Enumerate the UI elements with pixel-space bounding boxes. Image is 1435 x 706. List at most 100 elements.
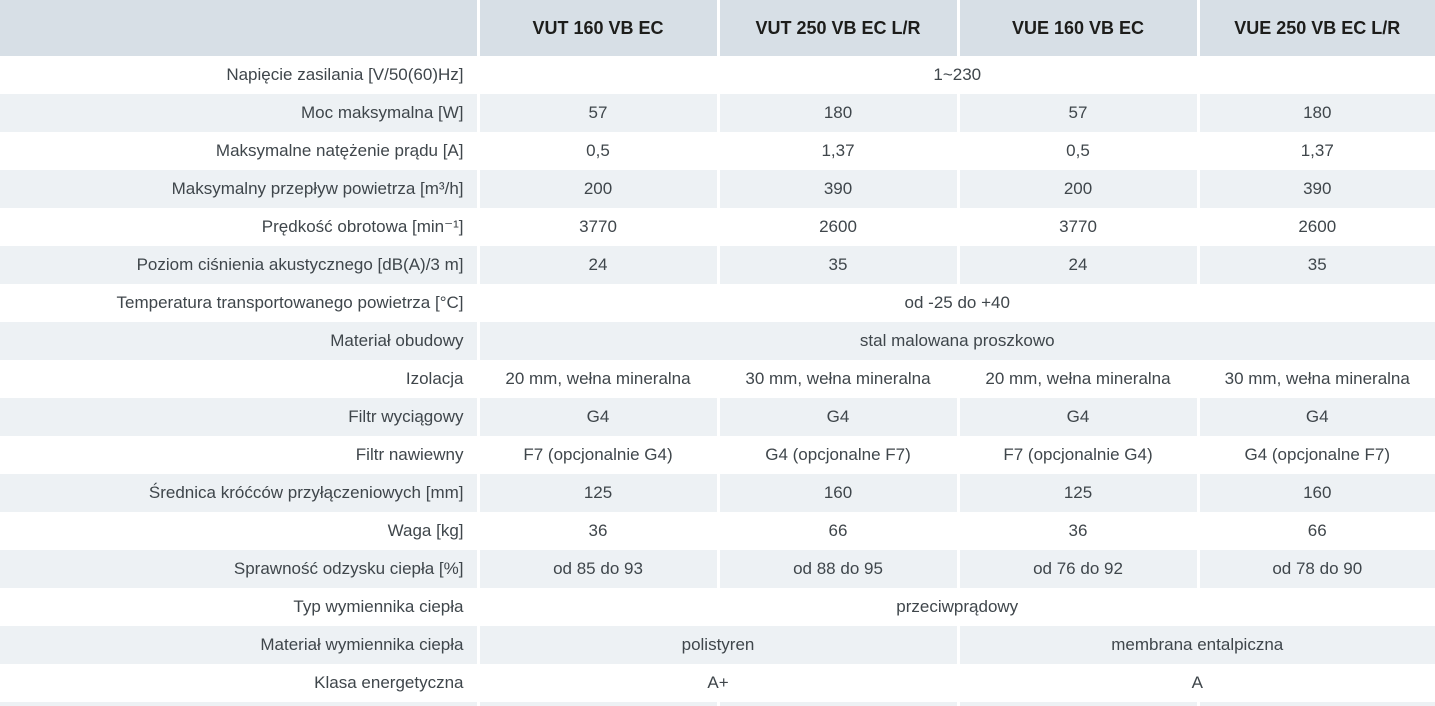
- cell-value: 36: [956, 512, 1198, 550]
- cell-value: 1~230: [476, 56, 1435, 94]
- cell-value: G4 (opcjonalne F7): [1196, 436, 1435, 474]
- cell-value: przeciwprądowy: [476, 588, 1435, 626]
- table-row: Klasa energetyczna A+ A: [0, 664, 1435, 702]
- table-row: Moc maksymalna [W] 57 180 57 180: [0, 94, 1435, 132]
- row-label: Izolacja: [0, 360, 478, 398]
- row-label: Typ wymiennika ciepła: [0, 588, 478, 626]
- header-row: VUT 160 VB EC VUT 250 VB EC L/R VUE 160 …: [0, 0, 1435, 56]
- row-label: Średnica króćców przyłączeniowych [mm]: [0, 474, 478, 512]
- cell-value: 20 mm, wełna mineralna: [956, 360, 1198, 398]
- table-row: Materiał obudowy stal malowana proszkowo: [0, 322, 1435, 360]
- cell-value: 180: [716, 94, 958, 132]
- cell-value: 3770: [476, 208, 718, 246]
- cell-value: 66: [716, 512, 958, 550]
- table-row: Poziom ciśnienia akustycznego [dB(A)/3 m…: [0, 246, 1435, 284]
- cutoff-cell: [0, 702, 478, 706]
- corner-cell: [0, 0, 478, 56]
- row-label: Materiał obudowy: [0, 322, 478, 360]
- cell-value: 24: [956, 246, 1198, 284]
- cell-value: polistyren: [476, 626, 958, 664]
- cell-value: 30 mm, wełna mineralna: [1196, 360, 1435, 398]
- row-label: Moc maksymalna [W]: [0, 94, 478, 132]
- cell-value: 180: [1196, 94, 1435, 132]
- table-row: Sprawność odzysku ciepła [%] od 85 do 93 o…: [0, 550, 1435, 588]
- table-row: Materiał wymiennika ciepła polistyren memb…: [0, 626, 1435, 664]
- cutoff-cell: [956, 702, 1198, 706]
- row-label: Klasa energetyczna: [0, 664, 478, 702]
- cell-value: G4: [476, 398, 718, 436]
- row-label: Prędkość obrotowa [min⁻¹]: [0, 208, 478, 246]
- cell-value: G4 (opcjonalne F7): [716, 436, 958, 474]
- cutoff-row: [0, 702, 1435, 706]
- cell-value: 0,5: [956, 132, 1198, 170]
- cell-value: 66: [1196, 512, 1435, 550]
- row-label: Filtr wyciągowy: [0, 398, 478, 436]
- column-header-vue-250: VUE 250 VB EC L/R: [1196, 0, 1435, 56]
- cell-value: 160: [716, 474, 958, 512]
- cell-value: 35: [1196, 246, 1435, 284]
- cell-value: 57: [476, 94, 718, 132]
- cell-value: 125: [956, 474, 1198, 512]
- column-header-vue-160: VUE 160 VB EC: [956, 0, 1198, 56]
- table-row: Temperatura transportowanego powietrza […: [0, 284, 1435, 322]
- row-label: Maksymalne natężenie prądu [A]: [0, 132, 478, 170]
- cell-value: 57: [956, 94, 1198, 132]
- cell-value: 2600: [716, 208, 958, 246]
- cell-value: 1,37: [1196, 132, 1435, 170]
- row-label: Sprawność odzysku ciepła [%]: [0, 550, 478, 588]
- cell-value: 125: [476, 474, 718, 512]
- cell-value: 200: [956, 170, 1198, 208]
- row-label: Filtr nawiewny: [0, 436, 478, 474]
- cell-value: 3770: [956, 208, 1198, 246]
- row-label: Maksymalny przepływ powietrza [m³/h]: [0, 170, 478, 208]
- cell-value: 390: [716, 170, 958, 208]
- table-row: Maksymalny przepływ powietrza [m³/h] 200 3…: [0, 170, 1435, 208]
- cell-value: 1,37: [716, 132, 958, 170]
- row-label: Napięcie zasilania [V/50(60)Hz]: [0, 56, 478, 94]
- table-row: Napięcie zasilania [V/50(60)Hz] 1~230: [0, 56, 1435, 94]
- table-row: Waga [kg] 36 66 36 66: [0, 512, 1435, 550]
- row-label: Poziom ciśnienia akustycznego [dB(A)/3 m…: [0, 246, 478, 284]
- cell-value: 2600: [1196, 208, 1435, 246]
- cell-value: A+: [476, 664, 958, 702]
- table-row: Filtr wyciągowy G4 G4 G4 G4: [0, 398, 1435, 436]
- row-label: Temperatura transportowanego powietrza […: [0, 284, 478, 322]
- cell-value: G4: [716, 398, 958, 436]
- table-row: Filtr nawiewny F7 (opcjonalnie G4) G4 (opc…: [0, 436, 1435, 474]
- cell-value: 35: [716, 246, 958, 284]
- cutoff-cell: [1196, 702, 1435, 706]
- column-header-vut-160: VUT 160 VB EC: [476, 0, 718, 56]
- cell-value: F7 (opcjonalnie G4): [476, 436, 718, 474]
- cell-value: 30 mm, wełna mineralna: [716, 360, 958, 398]
- table-row: Izolacja 20 mm, wełna mineralna 30 mm, weł…: [0, 360, 1435, 398]
- cell-value: od 78 do 90: [1196, 550, 1435, 588]
- cell-value: 200: [476, 170, 718, 208]
- cell-value: od 88 do 95: [716, 550, 958, 588]
- cell-value: A: [956, 664, 1435, 702]
- cell-value: 390: [1196, 170, 1435, 208]
- table-row: Maksymalne natężenie prądu [A] 0,5 1,37 0,5…: [0, 132, 1435, 170]
- cutoff-cell: [716, 702, 958, 706]
- cell-value: od 76 do 92: [956, 550, 1198, 588]
- cell-value: 160: [1196, 474, 1435, 512]
- column-header-vut-250: VUT 250 VB EC L/R: [716, 0, 958, 56]
- row-label: Waga [kg]: [0, 512, 478, 550]
- cell-value: 20 mm, wełna mineralna: [476, 360, 718, 398]
- cell-value: 36: [476, 512, 718, 550]
- table-row: Typ wymiennika ciepła przeciwprądowy: [0, 588, 1435, 626]
- cell-value: membrana entalpiczna: [956, 626, 1435, 664]
- cell-value: 0,5: [476, 132, 718, 170]
- cell-value: G4: [1196, 398, 1435, 436]
- spec-table-body: Napięcie zasilania [V/50(60)Hz] 1~230 Moc …: [0, 56, 1435, 706]
- cell-value: od -25 do +40: [476, 284, 1435, 322]
- cell-value: G4: [956, 398, 1198, 436]
- cell-value: stal malowana proszkowo: [476, 322, 1435, 360]
- row-label: Materiał wymiennika ciepła: [0, 626, 478, 664]
- cell-value: 24: [476, 246, 718, 284]
- cell-value: od 85 do 93: [476, 550, 718, 588]
- table-row: Średnica króćców przyłączeniowych [mm] 12…: [0, 474, 1435, 512]
- cutoff-cell: [476, 702, 718, 706]
- cell-value: F7 (opcjonalnie G4): [956, 436, 1198, 474]
- table-row: Prędkość obrotowa [min⁻¹] 3770 2600 3770 260…: [0, 208, 1435, 246]
